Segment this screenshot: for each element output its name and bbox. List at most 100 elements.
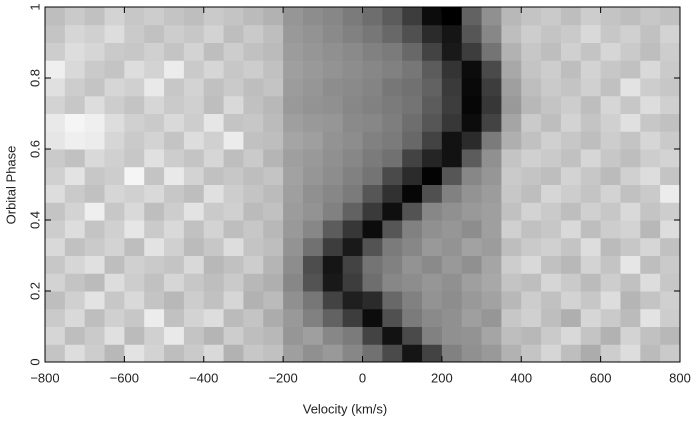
cell: [64, 60, 86, 79]
cell: [481, 291, 502, 310]
cell: [580, 308, 602, 327]
y-tick-label: 1: [27, 3, 42, 10]
cell: [263, 326, 284, 345]
cell: [541, 131, 562, 150]
cell: [362, 308, 383, 327]
cell: [640, 344, 661, 363]
cell: [560, 24, 582, 43]
cell: [64, 344, 86, 363]
cell: [283, 326, 304, 345]
cell: [521, 237, 542, 256]
cell: [660, 326, 681, 345]
cell: [620, 255, 641, 274]
cell: [104, 166, 125, 185]
cell: [342, 149, 363, 168]
cell: [501, 273, 522, 292]
cell: [362, 7, 383, 26]
cell: [580, 273, 602, 292]
cell: [402, 131, 423, 150]
cell: [402, 60, 423, 79]
cell: [183, 78, 205, 97]
cell: [243, 237, 264, 256]
cell: [64, 113, 86, 132]
cell: [124, 166, 145, 185]
cell: [104, 60, 125, 79]
cell: [223, 184, 244, 203]
cell: [660, 220, 681, 239]
cell: [521, 291, 542, 310]
cell: [144, 42, 165, 61]
cell: [144, 149, 165, 168]
cell: [362, 291, 383, 310]
y-tick-label: 0.4: [27, 211, 42, 229]
cell: [580, 7, 602, 26]
cell: [45, 237, 66, 256]
cell: [322, 78, 344, 97]
cell: [84, 131, 106, 150]
cell: [580, 184, 602, 203]
cell: [580, 78, 602, 97]
cell: [64, 184, 86, 203]
cell: [560, 7, 582, 26]
cell: [322, 166, 344, 185]
cell: [342, 237, 363, 256]
cell: [104, 7, 125, 26]
cell: [461, 60, 483, 79]
cell: [104, 255, 125, 274]
cell: [640, 166, 661, 185]
cell: [45, 273, 66, 292]
cell: [263, 184, 284, 203]
cell: [322, 7, 344, 26]
y-axis-label: Orbital Phase: [3, 146, 18, 225]
cell: [362, 255, 383, 274]
cell: [521, 273, 542, 292]
cell: [422, 78, 443, 97]
cell: [164, 7, 185, 26]
cell: [322, 95, 344, 114]
cell: [640, 220, 661, 239]
cell: [322, 60, 344, 79]
cell: [164, 131, 185, 150]
cell: [620, 131, 641, 150]
cell: [124, 308, 145, 327]
cell: [322, 326, 344, 345]
cell: [402, 326, 423, 345]
cell: [223, 202, 244, 221]
cell: [640, 131, 661, 150]
cell: [600, 78, 621, 97]
cell: [541, 113, 562, 132]
x-tick-label: 400: [510, 370, 532, 385]
cell: [64, 273, 86, 292]
cell: [461, 291, 483, 310]
cell: [243, 184, 264, 203]
cell: [620, 78, 641, 97]
cell: [263, 344, 284, 363]
cell: [660, 202, 681, 221]
cell: [144, 273, 165, 292]
cell: [243, 166, 264, 185]
cell: [580, 166, 602, 185]
cell: [580, 60, 602, 79]
cell: [402, 184, 423, 203]
cell: [600, 60, 621, 79]
cell: [461, 308, 483, 327]
cell: [521, 7, 542, 26]
cell: [283, 308, 304, 327]
cell: [580, 220, 602, 239]
cell: [45, 326, 66, 345]
cell: [302, 184, 324, 203]
cell: [104, 308, 125, 327]
cell: [481, 326, 502, 345]
cell: [45, 344, 66, 363]
cell: [441, 166, 463, 185]
cell: [521, 255, 542, 274]
cell: [302, 344, 324, 363]
cell: [45, 308, 66, 327]
cell: [541, 237, 562, 256]
cell: [660, 255, 681, 274]
cell: [342, 7, 363, 26]
cell: [164, 60, 185, 79]
cell: [283, 131, 304, 150]
cell: [541, 7, 562, 26]
cell: [620, 344, 641, 363]
